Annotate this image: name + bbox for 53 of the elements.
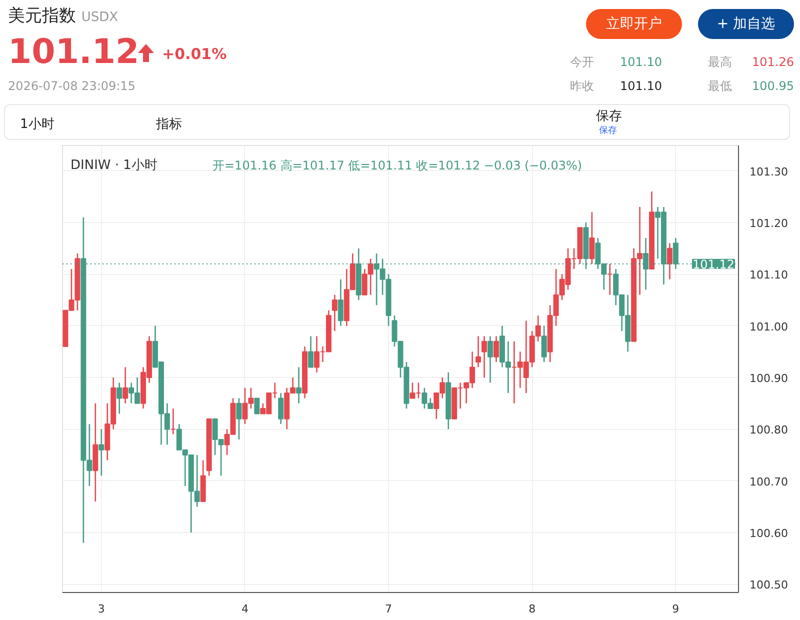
y-tick-label: 100.70 [750,475,788,488]
text: 昨收 [570,78,594,95]
candlestick [278,392,284,425]
x-tick-label: 9 [672,602,680,616]
text: 今开 [570,54,594,71]
text: 101.26 [752,54,794,71]
text: 101.10 [620,54,662,71]
y-tick-label: 100.50 [750,578,788,592]
chart-title: 美元指数 [8,6,76,26]
x-tick-label: 7 [385,602,392,616]
y-tick-label: 100.80 [750,424,788,437]
text: 最高 [708,54,732,71]
annotation: DINIW · 1小时 [70,158,158,174]
text: +0.01% [162,44,227,65]
candlestick [98,428,104,476]
text: 2026-07-08 23:09:15 [8,78,136,95]
x-tick-label: 3 [98,602,105,616]
candlestick [476,336,482,368]
text: 1小时 [20,116,54,134]
candlestick [493,336,499,363]
text: 101.12 [8,31,140,74]
candlestick [487,336,493,384]
candlestick [482,336,487,378]
candlestick [296,366,302,404]
candlestick [589,212,595,264]
chart-subtitle: USDX [81,10,118,25]
y-tick-label: 101.00 [750,320,788,334]
text: 最低 [708,78,732,95]
text: 指标 [156,116,182,134]
candlestick [666,242,672,280]
text: 立即开户 [586,9,682,39]
y-tick-label: 100.60 [750,527,788,540]
candlestick [236,398,242,440]
x-tick-label: 8 [528,602,536,616]
annotation: 开=101.16 高=101.17 低=101.11 收=101.12 −0.03 (−0.03%) [212,158,582,173]
candlestick [338,278,344,326]
candlestick [254,398,260,414]
text: 100.95 [752,78,794,95]
text: 保存 [599,125,617,138]
y-tick-label: 101.30 [750,165,788,178]
candlestick [541,325,547,363]
text: 101.10 [620,78,662,95]
text: 保存 [596,108,622,126]
candlestick [332,294,338,332]
y-tick-label: 101.10 [750,268,788,282]
ref-line-label: 101.12 [692,257,734,272]
y-tick-label: 100.90 [750,372,788,386]
x-tick-label: 4 [241,602,248,616]
candlestick [122,366,128,404]
text: + 加自选 [698,9,794,39]
y-tick-label: 101.20 [750,217,788,230]
candlestick [116,382,122,414]
candlestick [308,336,314,368]
